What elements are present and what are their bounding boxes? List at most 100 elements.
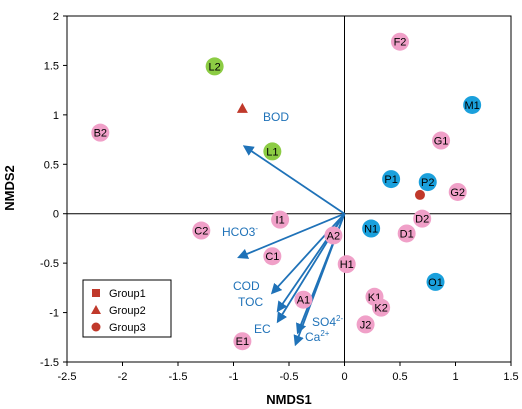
environmental-vectors: BOD HCO3- COD TOC EC SO42-Ca2+	[222, 110, 346, 347]
site-point-label: C2	[194, 226, 208, 238]
site-point-label: N1	[364, 224, 378, 236]
legend: Group1 Group2 Group3	[82, 279, 172, 338]
site-point: H1	[337, 255, 356, 274]
site-point-marker	[356, 315, 375, 334]
site-point: F2	[391, 32, 409, 51]
site-point-marker	[372, 298, 391, 317]
x-tick-label: -0.5	[280, 371, 299, 383]
vector-label: SO42-	[312, 314, 343, 329]
y-axis-title: NMDS2	[2, 165, 17, 211]
legend-circle-icon	[91, 322, 101, 332]
site-point: C2	[192, 221, 211, 240]
group3-circle-marker	[414, 189, 425, 200]
x-tick-label: 0	[341, 371, 347, 383]
vector-arrow	[237, 212, 345, 259]
group2-triangle-marker	[236, 102, 248, 113]
axis-ticks: -2.5 -2 -1.5 -1 -0.5 0 0.5 1 1.5 2 1.5 1 0.5 0 -0.5 -1 -…	[40, 11, 519, 383]
site-point-marker	[362, 219, 381, 238]
y-tick-label: 2	[53, 11, 59, 23]
site-point-label: D1	[400, 228, 414, 240]
x-tick-label: -1	[229, 371, 239, 383]
site-point-label: I1	[276, 215, 285, 227]
site-point: P2	[418, 173, 437, 192]
y-tick-label: -1	[49, 308, 59, 320]
site-point-marker	[233, 332, 252, 351]
group-markers	[236, 102, 425, 200]
site-point: L2	[205, 57, 224, 76]
site-point-label: G1	[434, 136, 449, 148]
site-point-label: P1	[384, 174, 397, 186]
site-point-marker	[271, 210, 290, 229]
site-point-label: C1	[265, 251, 279, 263]
site-point: C1	[263, 247, 282, 266]
site-point-marker	[397, 224, 416, 243]
x-tick-label: -1.5	[169, 371, 188, 383]
legend-square-icon	[92, 289, 100, 297]
site-point-marker	[324, 226, 343, 245]
legend-triangle-icon	[91, 305, 101, 314]
site-point-label: H1	[340, 259, 354, 271]
x-tick-label: 0.5	[392, 371, 407, 383]
site-point: A2	[324, 226, 343, 245]
site-point: I1	[271, 210, 290, 229]
site-point-marker	[205, 57, 224, 76]
site-point-label: M1	[465, 100, 480, 112]
site-point: G1	[432, 131, 451, 150]
site-point-label: E1	[236, 336, 249, 348]
site-point-marker	[337, 255, 356, 274]
site-point: D1	[397, 224, 416, 243]
y-tick-label: 0.5	[44, 159, 59, 171]
site-point-marker	[448, 182, 467, 201]
site-point-label: G2	[450, 187, 465, 199]
legend-item-label: Group1	[109, 288, 146, 300]
site-point-label: F2	[394, 37, 407, 49]
vector-label: TOC	[238, 295, 263, 309]
site-point: M1	[463, 95, 482, 114]
x-tick-label: 1.5	[503, 371, 518, 383]
site-point-marker	[432, 131, 451, 150]
site-point: E1	[233, 332, 252, 351]
site-point: O1	[426, 272, 445, 291]
y-tick-label: -1.5	[40, 357, 59, 369]
site-point: D2	[413, 209, 432, 228]
site-point: P1	[382, 170, 401, 189]
x-tick-label: -2	[118, 371, 128, 383]
x-axis-title: NMDS1	[266, 392, 312, 407]
site-point: J2	[356, 315, 375, 334]
site-point-label: J2	[360, 319, 372, 331]
site-point-label: D2	[415, 214, 429, 226]
vector-label: EC	[254, 322, 271, 336]
site-point-label: O1	[428, 277, 443, 289]
site-point: G2	[448, 182, 467, 201]
site-point-label: L1	[266, 146, 278, 158]
site-point-marker	[192, 221, 211, 240]
vector-arrow	[242, 145, 346, 215]
site-point: K2	[372, 298, 391, 317]
vector-label: BOD	[263, 110, 289, 124]
site-point-marker	[391, 32, 409, 51]
site-point-label: B2	[94, 128, 107, 140]
site-point: L1	[263, 142, 282, 161]
legend-item-label: Group3	[109, 322, 146, 334]
site-point-marker	[263, 142, 282, 161]
site-point-marker	[418, 173, 437, 192]
x-tick-label: -2.5	[58, 371, 77, 383]
site-point-marker	[382, 170, 401, 189]
site-point-marker	[263, 247, 282, 266]
y-tick-label: -0.5	[40, 258, 59, 270]
site-point: B2	[91, 123, 110, 142]
site-point-marker	[426, 272, 445, 291]
site-point-marker	[463, 95, 482, 114]
site-point-label: A1	[297, 295, 310, 307]
legend-item-label: Group2	[109, 305, 146, 317]
site-point: N1	[362, 219, 381, 238]
vector-label: COD	[233, 279, 260, 293]
site-point-marker	[413, 209, 432, 228]
vector-label: HCO3-	[222, 224, 258, 239]
vector-label: Ca2+	[305, 329, 330, 344]
site-point-label: L2	[209, 61, 221, 73]
site-point-marker	[294, 290, 313, 309]
y-tick-label: 1.5	[44, 60, 59, 72]
